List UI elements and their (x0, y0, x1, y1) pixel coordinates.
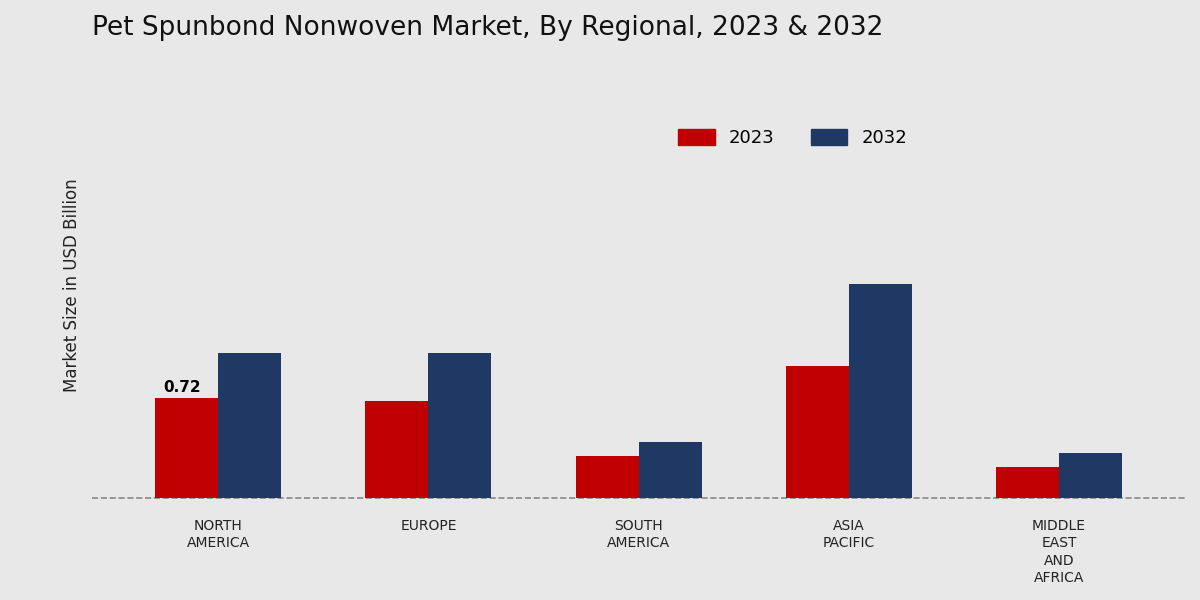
Bar (638, 442, 702, 497)
Bar (848, 284, 912, 497)
Bar (786, 367, 848, 497)
Bar (1058, 454, 1122, 497)
Bar (576, 456, 638, 497)
Text: 0.72: 0.72 (163, 380, 202, 395)
Y-axis label: Market Size in USD Billion: Market Size in USD Billion (62, 178, 82, 392)
Bar (996, 467, 1058, 497)
Bar (218, 353, 281, 497)
Bar (365, 401, 428, 497)
Text: Pet Spunbond Nonwoven Market, By Regional, 2023 & 2032: Pet Spunbond Nonwoven Market, By Regiona… (92, 15, 883, 41)
Legend: 2023, 2032: 2023, 2032 (670, 120, 917, 156)
Bar (428, 353, 492, 497)
Bar (155, 398, 218, 497)
